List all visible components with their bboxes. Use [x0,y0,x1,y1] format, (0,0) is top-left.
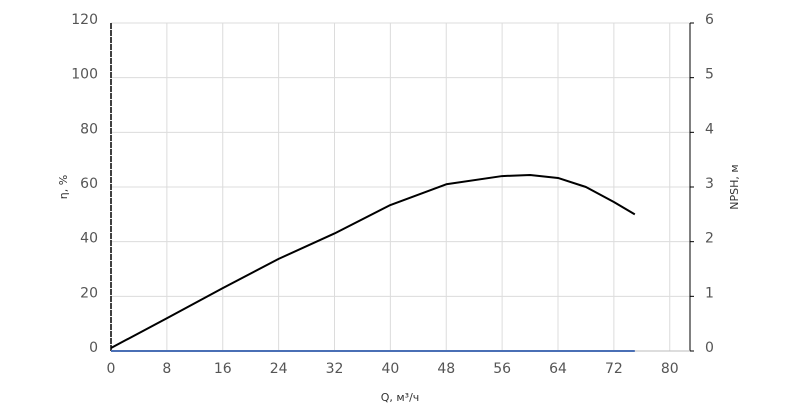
y2-axis-label: NPSH, м [728,164,741,209]
x-axis-label: Q, м³/ч [381,391,420,404]
y2-tick-label: 6 [705,12,714,28]
y-tick-label: 40 [80,231,98,247]
x-tick-label: 48 [437,361,455,377]
y-tick-label: 80 [80,121,98,137]
y-tick-label: 20 [80,285,98,301]
x-tick-label: 40 [381,361,399,377]
y-tick-label: 120 [71,12,98,28]
x-tick-label: 64 [549,361,567,377]
x-tick-label: 0 [107,361,116,377]
y2-tick-label: 4 [705,121,714,137]
y-tick-label: 100 [71,67,98,83]
x-tick-label: 32 [326,361,344,377]
y2-tick-label: 0 [705,340,714,356]
x-tick-label: 24 [270,361,288,377]
y-axis-label: η, % [57,175,70,199]
y-tick-label: 60 [80,176,98,192]
y-tick-label: 0 [89,340,98,356]
series-line [110,173,636,349]
y2-tick-label: 3 [705,176,714,192]
x-tick-label: 8 [162,361,171,377]
x-tick-label: 80 [661,361,679,377]
y2-tick-label: 1 [705,285,714,301]
x-tick-label: 72 [605,361,623,377]
x-tick-label: 16 [214,361,232,377]
y2-tick-label: 5 [705,67,714,83]
x-tick-label: 56 [493,361,511,377]
y2-tick-label: 2 [705,231,714,247]
